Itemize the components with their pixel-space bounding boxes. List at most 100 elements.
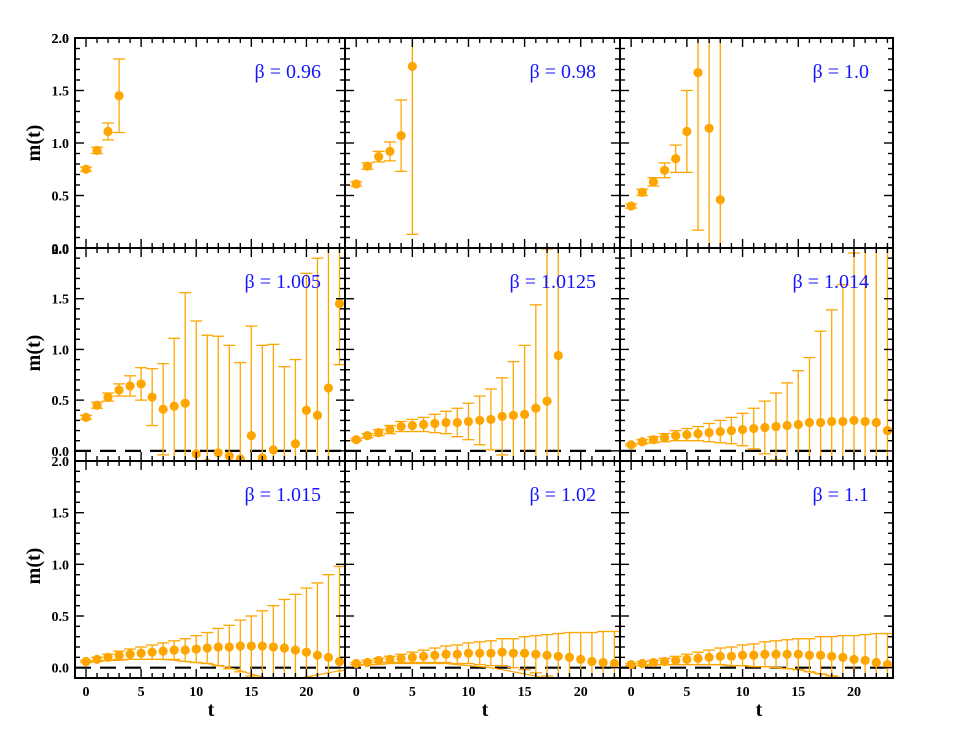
data-point-1 [362,657,373,668]
plot-area [350,630,620,678]
data-point-23 [334,656,345,667]
data-point-18 [553,350,563,361]
data-point-18 [827,416,837,427]
y-tick-label: 1.5 [52,507,70,522]
data-point-1 [362,161,373,171]
x-tick-label: 0 [83,685,90,700]
panel-beta-0.96: β = 0.96 0.0 0.5 1.0 1.5 2.0 [52,32,346,257]
data-point-13 [497,411,507,421]
data-point-15 [246,431,256,441]
data-point-11 [475,415,485,426]
data-point-8 [715,195,725,205]
y-tick-label: 0.5 [52,394,70,409]
data-point-22 [871,657,881,668]
xlabel-col-1: t [208,699,215,721]
y-tick-label: 0.5 [52,610,70,625]
data-point-20 [301,405,312,415]
data-point-15 [793,649,803,659]
data-point-6 [418,651,429,661]
data-point-5 [682,654,692,665]
data-point-8 [441,417,451,428]
data-point-6 [418,419,429,430]
data-point-7 [430,418,440,429]
data-point-2 [648,657,659,668]
data-point-1 [637,187,647,197]
data-point-7 [430,650,440,660]
data-point-18 [827,651,837,661]
data-point-6 [147,647,157,657]
data-point-0 [351,658,361,669]
x-tick-label: 10 [461,685,475,700]
data-point-3 [659,433,670,443]
ylabel-row-3: m(t) [23,548,45,585]
data-point-15 [246,641,256,651]
fit-band-lower [356,662,546,678]
data-point-19 [290,645,301,655]
data-point-0 [351,179,361,189]
data-point-19 [838,652,848,662]
data-point-20 [301,647,312,657]
beta-label-beta-1.02: β = 1.02 [530,484,596,506]
data-point-15 [519,409,530,419]
beta-label-beta-1.0125: β = 1.0125 [510,271,596,293]
data-point-3 [659,165,670,175]
data-point-10 [463,416,474,427]
data-point-24 [894,438,903,447]
data-point-17 [542,396,552,406]
data-point-6 [693,429,703,439]
data-point-21 [312,410,323,420]
panel-beta-1.015: β = 1.015 0.0 0.5 1.0 1.5 0 5 10 15 20 [52,460,346,700]
data-point-13 [224,642,234,652]
data-point-5 [407,420,417,431]
data-point-8 [169,645,179,655]
data-point-9 [452,649,462,659]
data-point-13 [497,647,507,657]
data-point-1 [92,654,102,665]
data-point-1 [637,437,647,447]
panel-beta-1.005: β = 1.005 0.0 0.5 1.0 1.5 [52,247,346,462]
beta-label-beta-1.014: β = 1.014 [793,271,869,293]
data-point-0 [351,435,361,445]
data-point-4 [125,649,135,659]
plot-area [625,632,893,678]
y-tick-label-overlap-a: 2.0 [52,243,70,258]
panel-beta-0.98: β = 0.98 [344,37,621,249]
data-point-2 [648,177,659,187]
data-point-19 [838,416,848,427]
data-point-16 [257,641,267,651]
data-point-1 [92,145,102,155]
data-point-12 [486,414,496,425]
beta-label-beta-0.98: β = 0.98 [530,61,596,83]
data-point-22 [323,383,334,393]
data-point-17 [268,642,278,652]
data-point-20 [849,415,859,426]
data-point-4 [125,381,135,391]
data-point-15 [519,648,530,658]
y-tick-label: 0.0 [52,242,70,257]
data-point-17 [815,650,826,660]
data-point-12 [760,649,770,659]
data-point-6 [693,653,703,663]
data-point-17 [268,445,278,455]
data-point-3 [659,656,670,667]
data-point-3 [385,424,395,435]
y-tick-label: 1.0 [52,558,70,573]
data-point-0 [626,440,636,450]
data-point-12 [213,642,223,652]
x-tick-label: 20 [574,685,588,700]
x-tick-label: 0 [353,685,360,700]
x-tick-label: 10 [189,685,203,700]
data-point-11 [749,650,759,660]
x-tick-label: 15 [518,685,532,700]
y-tick-label: 0.0 [52,445,70,460]
data-point-7 [704,652,714,662]
data-point-22 [871,417,881,428]
plot-area [80,559,345,678]
data-point-23 [882,659,893,670]
data-point-2 [103,652,113,662]
data-point-13 [771,421,781,432]
data-point-16 [531,403,541,413]
data-point-10 [463,648,474,658]
data-point-2 [374,152,384,162]
data-point-3 [114,91,124,101]
